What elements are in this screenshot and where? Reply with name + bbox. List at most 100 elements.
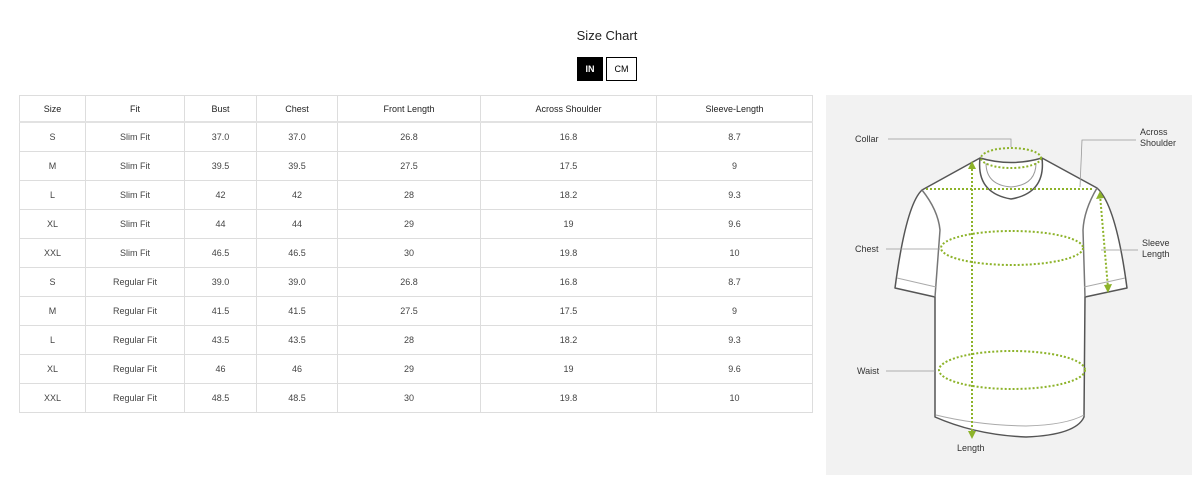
- label-waist: Waist: [857, 366, 880, 376]
- table-cell: 43.5: [256, 325, 338, 355]
- table-cell: 18.2: [480, 180, 657, 210]
- label-across-shoulder: Across Shoulder: [1140, 127, 1177, 148]
- table-row: XL Regular Fit 46 46 29 19 9.6: [19, 354, 813, 384]
- column-header: Across Shoulder: [480, 95, 657, 123]
- table-cell: 46: [184, 354, 257, 384]
- table-cell: 17.5: [480, 296, 657, 326]
- table-cell: 29: [337, 209, 481, 239]
- table-cell: S: [19, 121, 86, 152]
- table-cell: XXL: [19, 383, 86, 413]
- table-cell: M: [19, 296, 86, 326]
- table-cell: L: [19, 180, 86, 210]
- table-cell: 8.7: [656, 121, 813, 152]
- page-title: Size Chart: [576, 28, 638, 43]
- table-cell: 44: [256, 209, 338, 239]
- table-cell: 37.0: [184, 121, 257, 152]
- table-row: XXL Slim Fit 46.5 46.5 30 19.8 10: [19, 238, 813, 268]
- table-cell: 39.5: [256, 151, 338, 181]
- column-header: Front Length: [337, 95, 481, 123]
- table-cell: 9.3: [656, 325, 813, 355]
- table-cell: L: [19, 325, 86, 355]
- table-cell: Slim Fit: [85, 238, 185, 268]
- table-cell: Regular Fit: [85, 383, 185, 413]
- table-cell: 19: [480, 209, 657, 239]
- table-cell: S: [19, 267, 86, 297]
- table-cell: 46: [256, 354, 338, 384]
- table-cell: 30: [337, 238, 481, 268]
- table-cell: XL: [19, 354, 86, 384]
- column-header: Size: [19, 95, 86, 123]
- table-cell: 30: [337, 383, 481, 413]
- table-cell: Slim Fit: [85, 121, 185, 152]
- table-row: S Slim Fit 37.0 37.0 26.8 16.8 8.7: [19, 121, 813, 152]
- table-cell: 16.8: [480, 267, 657, 297]
- size-table: Size Fit Bust Chest Front Length Across Shoul…: [19, 95, 813, 413]
- table-cell: Slim Fit: [85, 151, 185, 181]
- table-cell: 48.5: [256, 383, 338, 413]
- table-cell: 17.5: [480, 151, 657, 181]
- table-cell: 16.8: [480, 121, 657, 152]
- label-length: Length: [957, 443, 985, 453]
- label-chest: Chest: [855, 244, 879, 254]
- table-cell: 26.8: [337, 121, 481, 152]
- table-cell: 8.7: [656, 267, 813, 297]
- table-cell: Slim Fit: [85, 209, 185, 239]
- label-collar: Collar: [855, 134, 879, 144]
- unit-in-button[interactable]: IN: [577, 57, 603, 81]
- table-cell: 10: [656, 383, 813, 413]
- table-cell: XXL: [19, 238, 86, 268]
- chest-measure: [940, 230, 1084, 266]
- tshirt-illustration: [886, 138, 1138, 439]
- column-header: Chest: [256, 95, 338, 123]
- table-cell: 9: [656, 296, 813, 326]
- table-cell: M: [19, 151, 86, 181]
- table-cell: 9: [656, 151, 813, 181]
- table-cell: 44: [184, 209, 257, 239]
- table-cell: Regular Fit: [85, 296, 185, 326]
- table-cell: 28: [337, 325, 481, 355]
- table-cell: 46.5: [256, 238, 338, 268]
- waist-measure: [938, 350, 1086, 390]
- table-cell: 39.0: [184, 267, 257, 297]
- column-header: Fit: [85, 95, 185, 123]
- table-row: XL Slim Fit 44 44 29 19 9.6: [19, 209, 813, 239]
- measurement-diagram: Collar Across Shoulder Chest Sleeve Leng…: [826, 95, 1192, 475]
- table-header-row: Size Fit Bust Chest Front Length Across Shoul…: [19, 95, 813, 123]
- table-cell: 10: [656, 238, 813, 268]
- table-cell: 41.5: [256, 296, 338, 326]
- table-row: L Slim Fit 42 42 28 18.2 9.3: [19, 180, 813, 210]
- shirt-body: [894, 157, 1128, 438]
- table-cell: 37.0: [256, 121, 338, 152]
- table-cell: 41.5: [184, 296, 257, 326]
- table-cell: 9.6: [656, 354, 813, 384]
- table-cell: 19.8: [480, 383, 657, 413]
- label-sleeve-length: Sleeve Length: [1142, 238, 1170, 259]
- table-cell: 9.3: [656, 180, 813, 210]
- table-cell: 43.5: [184, 325, 257, 355]
- table-row: XXL Regular Fit 48.5 48.5 30 19.8 10: [19, 383, 813, 413]
- unit-toggle: IN CM: [577, 57, 637, 81]
- table-cell: 29: [337, 354, 481, 384]
- collar-measure: [980, 147, 1042, 169]
- table-cell: 42: [256, 180, 338, 210]
- table-cell: Regular Fit: [85, 325, 185, 355]
- table-cell: 28: [337, 180, 481, 210]
- table-cell: 27.5: [337, 151, 481, 181]
- table-cell: 42: [184, 180, 257, 210]
- table-cell: 9.6: [656, 209, 813, 239]
- table-cell: 19: [480, 354, 657, 384]
- table-cell: 39.5: [184, 151, 257, 181]
- table-row: L Regular Fit 43.5 43.5 28 18.2 9.3: [19, 325, 813, 355]
- table-cell: 19.8: [480, 238, 657, 268]
- sleeve-measure: [1099, 194, 1109, 289]
- table-cell: 39.0: [256, 267, 338, 297]
- table-cell: 46.5: [184, 238, 257, 268]
- table-cell: Slim Fit: [85, 180, 185, 210]
- table-cell: 27.5: [337, 296, 481, 326]
- table-cell: 26.8: [337, 267, 481, 297]
- table-cell: Regular Fit: [85, 354, 185, 384]
- table-row: M Slim Fit 39.5 39.5 27.5 17.5 9: [19, 151, 813, 181]
- table-cell: 18.2: [480, 325, 657, 355]
- unit-cm-button[interactable]: CM: [606, 57, 637, 81]
- column-header: Sleeve-Length: [656, 95, 813, 123]
